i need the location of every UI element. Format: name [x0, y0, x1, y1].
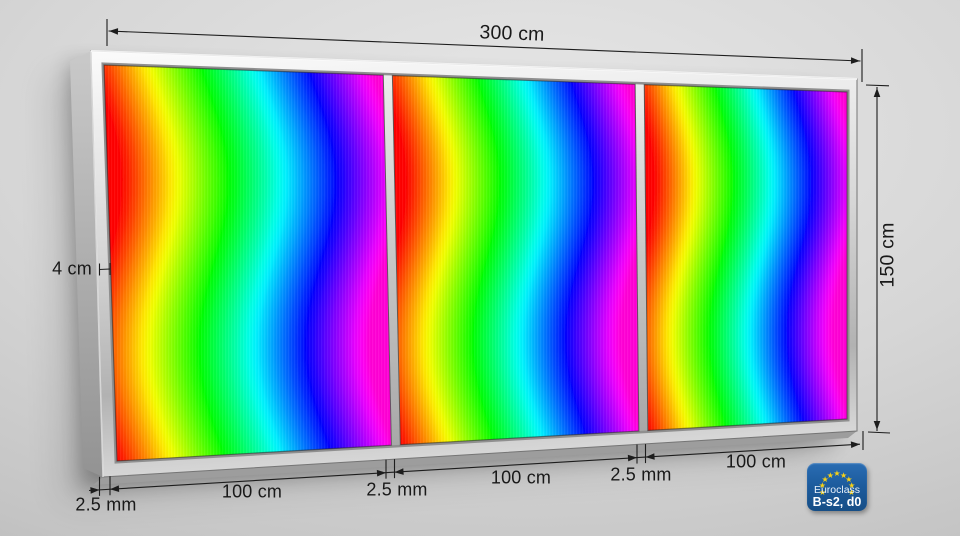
rainbow-panel-2: [392, 75, 639, 445]
dimension-label-panel-width-1: 100 cm: [221, 481, 283, 502]
eu-star-icon: ★: [821, 474, 829, 484]
eu-star-icon: ★: [818, 481, 826, 491]
dimension-lines: [88, 19, 891, 496]
euroclass-badge: ★ ★ ★ ★ ★ ★ ★ ★ ★ Euroclass B-s2, d0: [807, 463, 867, 511]
badge-fire-class-label: B-s2, d0: [812, 495, 862, 509]
eu-star-icon: ★: [848, 481, 856, 491]
eu-star-icon: ★: [818, 487, 827, 497]
eu-star-icon: ★: [826, 470, 834, 480]
dimension-label-height: 150 cm: [876, 222, 899, 288]
rainbow-panel-3: [644, 84, 847, 431]
eu-star-icon: ★: [847, 487, 856, 497]
dimension-label-gap-1: 2.5 mm: [75, 494, 137, 515]
badge-euroclass-label: Euroclass: [813, 484, 861, 496]
eu-star-icon: ★: [840, 470, 848, 480]
dimension-label-panel-width-3: 100 cm: [725, 451, 787, 472]
rainbow-panel-1: [104, 65, 392, 461]
dimension-label-gap-3: 2.5 mm: [610, 464, 672, 485]
dimension-label-depth: 4 cm: [52, 258, 92, 279]
rainbow-led-panels: [103, 64, 848, 462]
dimension-label-panel-width-2: 100 cm: [490, 467, 552, 488]
dimension-label-total-width: 300 cm: [479, 21, 546, 46]
dimension-label-gap-2: 2.5 mm: [366, 479, 428, 500]
eu-star-icon: ★: [845, 474, 853, 484]
eu-star-icon: ★: [833, 469, 841, 478]
